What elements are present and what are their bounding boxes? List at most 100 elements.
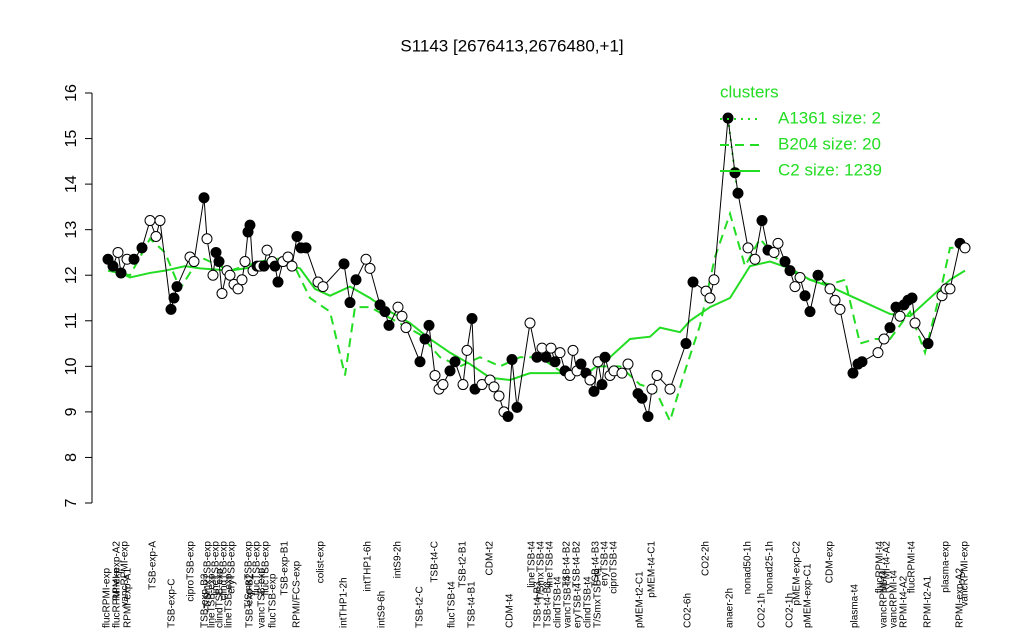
x-tick-label: flucRPMI-t4: [875, 541, 886, 594]
x-tick-label: TSB-t4-B2: [572, 541, 583, 588]
data-point: [549, 356, 561, 368]
data-point: [784, 265, 796, 277]
data-point: [457, 379, 469, 391]
y-tick-label: 8: [63, 453, 80, 462]
x-tick-label: T/SmxTSB-t4: [536, 541, 547, 601]
x-tick-label: RPMI/FCS-exp: [292, 560, 303, 628]
data-point: [616, 367, 628, 379]
data-point: [383, 319, 395, 331]
y-tick-label: 9: [63, 407, 80, 416]
y-tick-label: 10: [63, 357, 80, 375]
data-point: [804, 306, 816, 318]
data-point: [506, 354, 518, 365]
data-point: [210, 246, 222, 258]
legend-label: A1361 size: 2: [778, 108, 881, 127]
data-point: [599, 351, 611, 363]
x-tick-label: clindTSB-exp: [219, 541, 230, 601]
data-point: [768, 246, 780, 258]
x-tick-label: TSB-t2-B1: [458, 541, 469, 588]
data-point: [856, 356, 868, 368]
data-point: [540, 351, 552, 363]
data-point: [232, 283, 244, 295]
data-point: [198, 192, 210, 204]
data-point: [168, 292, 180, 304]
data-point: [461, 344, 473, 356]
data-point: [906, 292, 918, 304]
y-tick-label: 13: [63, 221, 80, 239]
data-point: [622, 358, 634, 370]
x-tick-label: eryTSB-exp: [227, 541, 238, 594]
data-point: [261, 244, 273, 256]
x-tick-label: colist-exp: [316, 541, 327, 584]
data-point: [429, 369, 441, 381]
data-point: [567, 344, 579, 356]
x-tick-label: flucRPMI-exp: [102, 568, 113, 628]
x-tick-label: lineTSB-exp: [211, 541, 222, 596]
x-tick-label: TSB-exp-B1: [280, 541, 291, 596]
x-tick-label: pMEM-exp-C2: [792, 541, 803, 606]
data-point: [364, 262, 376, 274]
x-tick-label: TSB-t4-B3: [543, 581, 554, 628]
x-tick-label: RPMI-t4-A2: [899, 575, 910, 628]
x-tick-label: vancRPMI-t4: [879, 570, 890, 628]
x-tick-label: RPMI-exp-A2: [955, 568, 966, 628]
x-tick-label: pMEM-exp-C1: [803, 563, 814, 628]
x-tick-label: TSB-t4-B3: [533, 581, 544, 628]
data-point: [112, 246, 124, 258]
y-tick-label: 15: [63, 130, 80, 148]
x-tick-label: T/SmxTSB-exp: [203, 541, 214, 609]
data-point: [646, 383, 658, 395]
data-point: [687, 276, 699, 288]
data-point: [812, 269, 824, 281]
data-point: [922, 338, 934, 350]
y-tick-label: 14: [63, 175, 80, 193]
data-point: [779, 256, 791, 268]
y-tick-label: 11: [63, 312, 80, 329]
x-tick-label: anaer-2h: [725, 588, 736, 628]
x-tick-label: vancRPMI-t4: [889, 570, 900, 628]
x-tick-label: CO2-6h: [683, 593, 694, 628]
data-point: [794, 272, 806, 283]
x-tick-label: clindTSB-t4: [553, 576, 564, 628]
x-tick-label: plasma-exp: [941, 541, 952, 593]
data-point: [216, 287, 228, 299]
x-tick-label: plasma-t4: [850, 584, 861, 628]
data-point: [165, 303, 177, 315]
data-point: [511, 401, 523, 413]
x-tick-label: clindTSB-exp: [215, 568, 226, 628]
x-tick-label: flucTSB-t4: [447, 581, 458, 628]
x-tick-label: RPMI-t2-A1: [923, 575, 934, 628]
data-point: [224, 269, 236, 281]
data-point: [545, 342, 557, 354]
y-tick-label: 12: [63, 266, 80, 284]
data-point: [884, 322, 896, 334]
data-point: [414, 356, 426, 368]
data-point: [636, 392, 648, 404]
data-point: [144, 215, 156, 227]
x-tick-label: lineTSB-t4: [545, 541, 556, 588]
data-point: [272, 276, 284, 288]
data-point: [799, 290, 811, 302]
x-tick-label: vancTSB-t4: [563, 575, 574, 628]
data-point: [171, 281, 183, 293]
x-tick-label: CO2-1h: [785, 593, 796, 628]
data-point: [894, 310, 906, 322]
x-tick-label: intS9-6h: [377, 591, 388, 628]
x-tick-label: lineTSB-t4: [527, 541, 538, 588]
data-point: [772, 237, 784, 249]
data-point: [392, 301, 404, 313]
x-tick-label: TSB-exp-A: [148, 541, 159, 590]
data-point: [360, 253, 372, 265]
data-point: [944, 283, 956, 295]
data-point: [909, 317, 921, 329]
x-tick-label: vancRPMI-exp: [960, 541, 971, 607]
x-tick-label: lineTSB-exp: [207, 573, 218, 628]
data-point: [400, 322, 412, 334]
x-tick-label: CDM-t4: [505, 593, 516, 628]
x-tick-label: pMEM-t4-C1: [647, 541, 658, 598]
data-point: [493, 390, 505, 402]
data-point: [344, 297, 356, 309]
data-point: [207, 269, 219, 281]
x-tick-label: CO2-1h: [757, 593, 768, 628]
data-point: [338, 258, 350, 270]
